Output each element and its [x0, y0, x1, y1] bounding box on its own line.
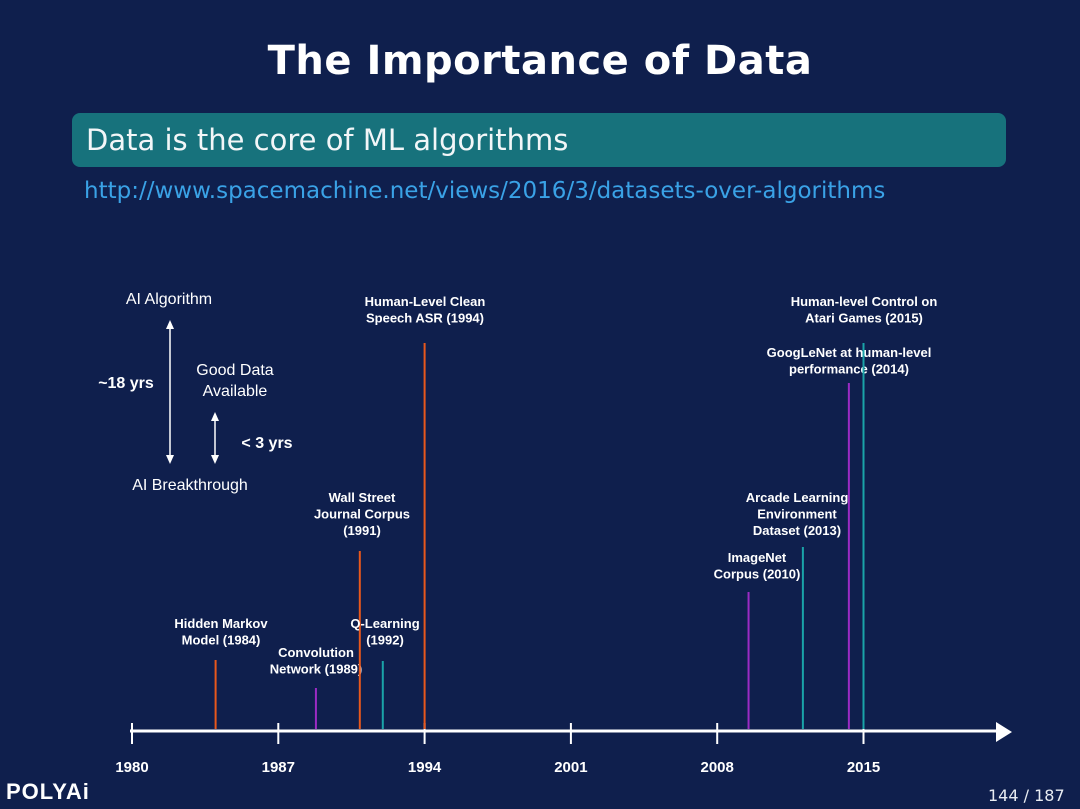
slide-title: The Importance of Data	[267, 38, 813, 84]
legend-bottom-label: AI Breakthrough	[132, 477, 248, 494]
event-label: performance (2014)	[789, 362, 909, 377]
event-label: Speech ASR (1994)	[366, 311, 484, 326]
axis-tick-label: 2015	[847, 759, 880, 776]
block-header-text: Data is the core of ML algorithms	[86, 123, 569, 157]
event-label: Convolution	[278, 645, 354, 660]
legend-middle-label-2: Available	[203, 383, 268, 400]
event-label: Wall Street	[329, 490, 396, 505]
event-label: GoogLeNet at human-level	[767, 345, 932, 360]
legend-long-arrow-down-head	[166, 455, 174, 464]
event-label: Human-Level Clean	[365, 294, 486, 309]
event-label: Human-level Control on	[791, 294, 938, 309]
event-label: Arcade Learning	[746, 490, 849, 505]
legend-long-span-label: ~18 yrs	[98, 375, 154, 392]
event-label: Model (1984)	[182, 633, 261, 648]
event-label: Hidden Markov	[174, 616, 268, 631]
legend-short-arrow-up-head	[211, 412, 219, 421]
axis-tick-label: 1987	[262, 759, 295, 776]
source-link[interactable]: http://www.spacemachine.net/views/2016/3…	[84, 178, 886, 204]
event-label: Q-Learning	[350, 616, 419, 631]
page-number: 144 / 187	[988, 786, 1065, 805]
event-label: Corpus (2010)	[714, 567, 801, 582]
event-label: Journal Corpus	[314, 507, 410, 522]
timeline-axis-arrowhead	[996, 722, 1012, 742]
legend-top-label: AI Algorithm	[126, 291, 212, 308]
event-label: Atari Games (2015)	[805, 311, 923, 326]
legend-long-arrow-up-head	[166, 320, 174, 329]
legend-middle-label-1: Good Data	[196, 362, 273, 379]
legend-short-span-label: < 3 yrs	[241, 435, 292, 452]
event-label: Environment	[757, 507, 837, 522]
polyai-logo: POLYAi	[6, 779, 90, 804]
event-label: Network (1989)	[270, 662, 362, 677]
event-label: Dataset (2013)	[753, 523, 841, 538]
axis-tick-label: 1994	[408, 759, 442, 776]
legend-short-arrow-down-head	[211, 455, 219, 464]
block-header: Data is the core of ML algorithms	[72, 113, 1006, 167]
event-label: (1992)	[366, 633, 404, 648]
event-label: ImageNet	[728, 550, 787, 565]
axis-tick-label: 2001	[554, 759, 587, 776]
event-label: (1991)	[343, 523, 381, 538]
axis-tick-label: 2008	[701, 759, 734, 776]
axis-tick-label: 1980	[115, 759, 148, 776]
